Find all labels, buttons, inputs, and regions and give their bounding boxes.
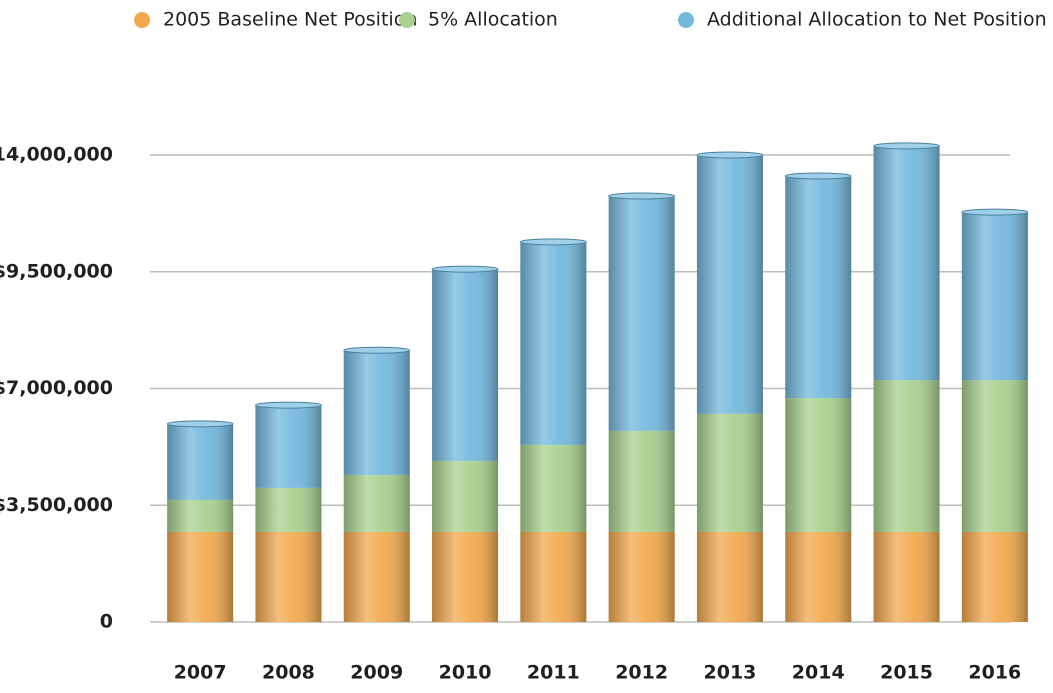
- bar-cap: [784, 172, 852, 180]
- bar-shade: [167, 531, 234, 622]
- bar-shade: [343, 531, 410, 622]
- bar-cap: [696, 151, 764, 159]
- bar-cap: [166, 420, 234, 428]
- bar-shade: [873, 531, 940, 622]
- y-tick-label: $14,000,000: [0, 144, 113, 166]
- legend-marker: [399, 12, 415, 28]
- bar-shade: [167, 499, 234, 532]
- x-tick-label: 2010: [439, 662, 492, 684]
- bar-cap: [873, 142, 941, 150]
- bar-shade: [432, 531, 499, 622]
- bar-shade: [608, 430, 675, 532]
- bar-shade: [873, 380, 940, 532]
- x-tick-label: 2014: [792, 662, 845, 684]
- x-tick-label: 2009: [350, 662, 403, 684]
- bar-cap: [608, 192, 676, 200]
- bar-shade: [785, 398, 852, 532]
- bar-shade: [255, 531, 322, 622]
- x-tick-label: 2015: [880, 662, 933, 684]
- bar-shade: [696, 155, 763, 414]
- bar-shade: [873, 145, 940, 381]
- x-tick-label: 2016: [968, 662, 1021, 684]
- bar-shade: [785, 531, 852, 622]
- bar-shade: [520, 241, 587, 445]
- bar-cap: [254, 401, 322, 409]
- bar-shade: [696, 531, 763, 622]
- bar-shade: [167, 423, 234, 500]
- legend-label: 2005 Baseline Net Position: [163, 9, 417, 31]
- bar-shade: [432, 460, 499, 532]
- x-tick-label: 2013: [704, 662, 757, 684]
- bar-shade: [696, 413, 763, 532]
- bar-shade: [785, 176, 852, 399]
- bar-shade: [961, 531, 1028, 622]
- bar-shade: [961, 380, 1028, 532]
- x-tick-label: 2012: [615, 662, 668, 684]
- bar-cap: [961, 208, 1029, 216]
- y-tick-label: $3,500,000: [0, 494, 113, 516]
- bar-shade: [343, 474, 410, 532]
- bar-shade: [255, 405, 322, 488]
- bar-shade: [961, 212, 1028, 381]
- bar-shade: [608, 195, 675, 431]
- y-tick-label: $9,500,000: [0, 260, 113, 282]
- x-tick-label: 2007: [174, 662, 227, 684]
- bar-shade: [432, 269, 499, 461]
- legend-label: 5% Allocation: [428, 9, 558, 31]
- bar-shade: [520, 531, 587, 622]
- bar-shade: [608, 531, 675, 622]
- y-tick-label: $7,000,000: [0, 377, 113, 399]
- bar-shade: [520, 444, 587, 532]
- bar-shade: [255, 487, 322, 532]
- bar-cap: [519, 238, 587, 246]
- legend-marker: [678, 12, 694, 28]
- legend-marker: [134, 12, 150, 28]
- bar-cap: [343, 346, 411, 354]
- legend-label: Additional Allocation to Net Position: [707, 9, 1047, 31]
- bar-cap: [431, 265, 499, 273]
- x-tick-label: 2008: [262, 662, 315, 684]
- y-tick-label: 0: [100, 611, 113, 633]
- bar-shade: [343, 350, 410, 475]
- x-tick-label: 2011: [527, 662, 580, 684]
